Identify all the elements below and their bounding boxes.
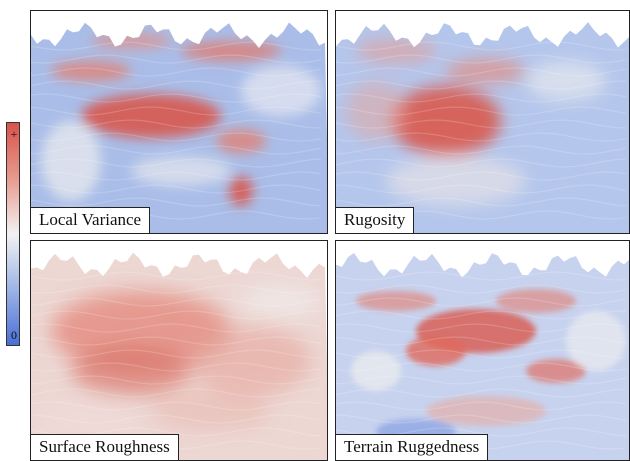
terrain-surface	[336, 241, 630, 461]
terrain-shade	[496, 289, 576, 313]
terrain	[31, 241, 328, 461]
terrain-shade	[191, 326, 311, 396]
terrain-shade	[346, 81, 406, 141]
terrain-surface	[31, 241, 328, 461]
figure: {"colorbar": {"max_label": "+", "min_lab…	[0, 0, 630, 461]
terrain-shade	[426, 396, 546, 426]
panel-label: Surface Roughness	[30, 434, 179, 461]
terrain-shade	[81, 94, 221, 138]
colorbar-min-label: 0	[7, 328, 21, 343]
panel-label: Terrain Ruggedness	[335, 434, 488, 461]
panel: Surface Roughness	[30, 240, 328, 461]
panel-label: Local Variance	[30, 207, 150, 234]
panel: Terrain Ruggedness	[335, 240, 630, 461]
panel: Rugosity	[335, 10, 630, 234]
terrain-surface	[336, 11, 630, 234]
panel-label: Rugosity	[335, 207, 414, 234]
terrain-shade	[51, 61, 131, 81]
terrain	[31, 11, 328, 234]
terrain	[336, 11, 630, 234]
terrain-shade	[406, 336, 466, 366]
colorbar: + 0	[6, 122, 20, 346]
terrain-shade	[566, 311, 626, 371]
terrain-shade	[356, 291, 436, 311]
terrain	[336, 241, 630, 461]
panel: Local Variance	[30, 10, 328, 234]
colorbar-max-label: +	[7, 127, 21, 142]
terrain-surface	[31, 11, 328, 234]
